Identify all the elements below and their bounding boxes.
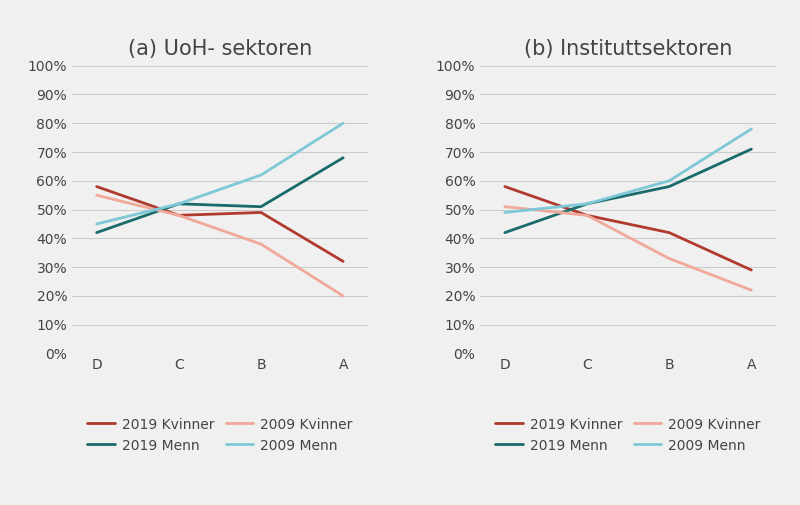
2009 Kvinner <box>92 192 102 198</box>
2019 Kvinner <box>664 230 674 236</box>
Line: 2009 Kvinner: 2009 Kvinner <box>97 195 343 296</box>
2019 Kvinner <box>92 183 102 189</box>
2019 Menn <box>664 183 674 189</box>
2019 Menn <box>92 230 102 236</box>
2019 Menn <box>746 146 756 152</box>
Line: 2019 Kvinner: 2019 Kvinner <box>97 186 343 262</box>
2009 Menn <box>664 178 674 184</box>
2019 Kvinner <box>500 183 510 189</box>
2009 Kvinner <box>256 241 266 247</box>
2019 Menn <box>500 230 510 236</box>
Legend: 2019 Kvinner, 2019 Menn, 2009 Kvinner, 2009 Menn: 2019 Kvinner, 2019 Menn, 2009 Kvinner, 2… <box>82 412 358 459</box>
2009 Menn <box>92 221 102 227</box>
Line: 2009 Menn: 2009 Menn <box>97 123 343 224</box>
2019 Menn <box>174 201 184 207</box>
2019 Menn <box>582 201 592 207</box>
Title: (b) Instituttsektoren: (b) Instituttsektoren <box>524 38 732 59</box>
Title: (a) UoH- sektoren: (a) UoH- sektoren <box>128 38 312 59</box>
2019 Kvinner <box>338 259 348 265</box>
2009 Kvinner <box>746 287 756 293</box>
Line: 2019 Menn: 2019 Menn <box>505 149 751 233</box>
2019 Kvinner <box>256 210 266 216</box>
2009 Menn <box>500 210 510 216</box>
Legend: 2019 Kvinner, 2019 Menn, 2009 Kvinner, 2009 Menn: 2019 Kvinner, 2019 Menn, 2009 Kvinner, 2… <box>490 412 766 459</box>
2009 Menn <box>338 120 348 126</box>
2019 Kvinner <box>582 212 592 218</box>
2009 Menn <box>174 201 184 207</box>
2009 Menn <box>256 172 266 178</box>
2009 Kvinner <box>664 256 674 262</box>
Line: 2019 Menn: 2019 Menn <box>97 158 343 233</box>
2009 Kvinner <box>338 293 348 299</box>
2019 Kvinner <box>174 212 184 218</box>
2009 Kvinner <box>582 212 592 218</box>
2009 Kvinner <box>174 212 184 218</box>
Line: 2019 Kvinner: 2019 Kvinner <box>505 186 751 270</box>
Line: 2009 Menn: 2009 Menn <box>505 129 751 213</box>
2009 Menn <box>746 126 756 132</box>
2009 Menn <box>582 201 592 207</box>
2019 Menn <box>338 155 348 161</box>
2019 Menn <box>256 204 266 210</box>
2009 Kvinner <box>500 204 510 210</box>
Line: 2009 Kvinner: 2009 Kvinner <box>505 207 751 290</box>
2019 Kvinner <box>746 267 756 273</box>
